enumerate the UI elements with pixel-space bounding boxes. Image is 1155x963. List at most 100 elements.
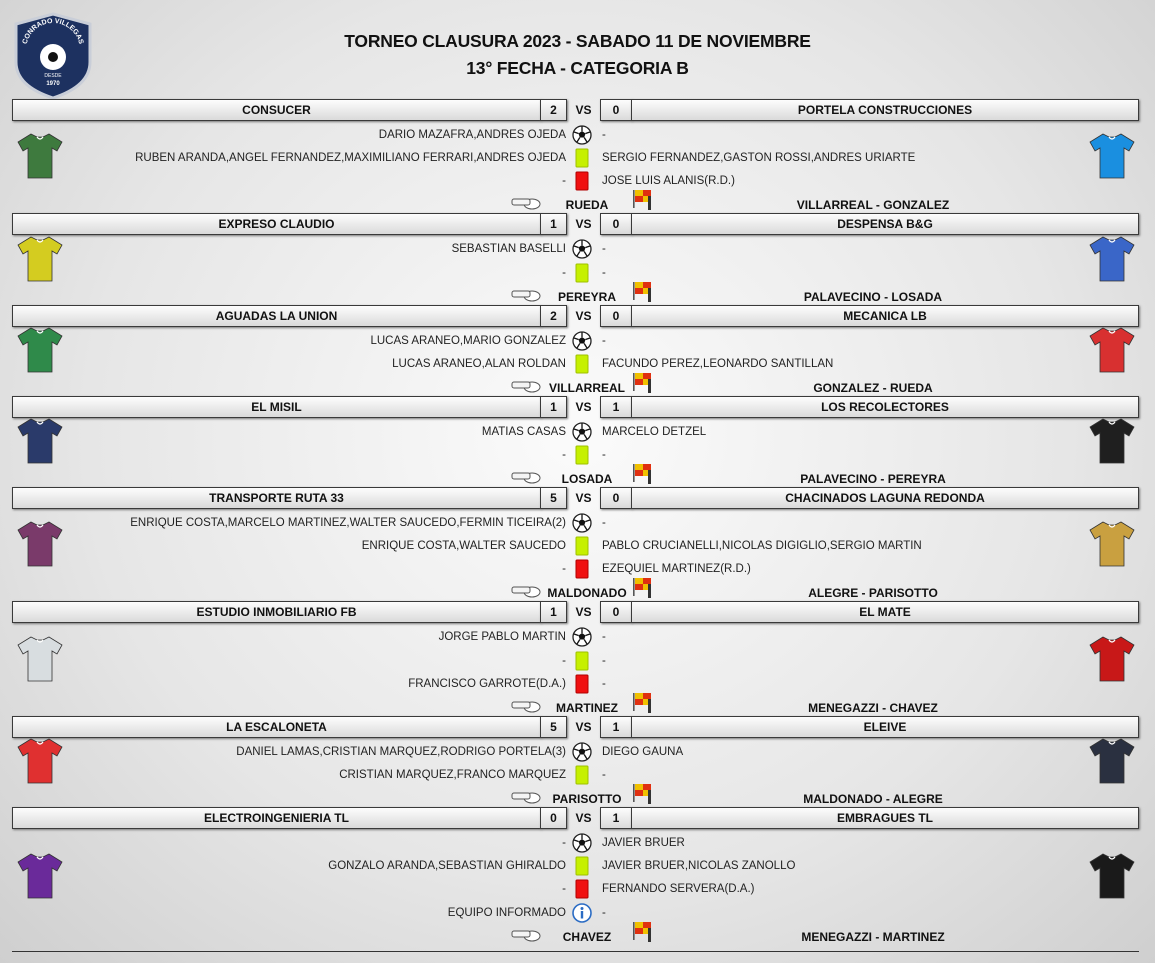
referee: RUEDA <box>565 198 609 213</box>
flag-b <box>643 464 651 470</box>
goals-away: DIEGO GAUNA <box>602 745 684 758</box>
page-subtitle: 13° FECHA - CATEGORIA B <box>466 58 689 78</box>
flag-pole <box>633 372 635 391</box>
yellow-cards-away: - <box>602 266 606 279</box>
red-cards-home: FRANCISCO GARROTE(D.A.) <box>408 677 566 690</box>
assistants: MENEGAZZI - CHAVEZ <box>808 700 938 715</box>
red-cards-away: EZEQUIEL MARTINEZ(R.D.) <box>602 563 751 576</box>
home-score: 1 <box>540 601 567 624</box>
shirt-collar <box>36 524 44 528</box>
flag-c <box>635 698 643 705</box>
flag-a <box>635 692 643 699</box>
shirt-body <box>17 133 63 179</box>
shirt-body <box>17 738 63 784</box>
flag-pole <box>633 692 635 711</box>
away-shirt <box>1089 521 1135 567</box>
yellow-card <box>575 651 589 671</box>
flag-hand <box>648 584 651 599</box>
away-team: CHACINADOS LAGUNA REDONDA <box>631 487 1139 509</box>
referee: PARISOTTO <box>552 792 622 806</box>
home-team: AGUADAS LA UNION <box>12 304 541 327</box>
yellow-cards-home: CRISTIAN MARQUEZ,FRANCO MARQUEZ <box>339 769 566 781</box>
home-team: TRANSPORTE RUTA 33 <box>12 487 541 509</box>
away-shirt <box>1089 327 1135 373</box>
away-team: EMBRAGUES TL <box>631 807 1139 829</box>
ball-seam <box>573 423 591 440</box>
whistle-mouth <box>511 198 531 206</box>
bottom-rule <box>12 951 1139 952</box>
yellow-cards-away: PABLO CRUCIANELLI,NICOLAS DIGIGLIO,SERGI… <box>602 540 922 553</box>
goals-home: SEBASTIAN BASELLI <box>451 243 566 256</box>
home-shirt <box>17 236 63 282</box>
whistle-mouth <box>511 472 531 480</box>
shirt-body <box>17 521 63 567</box>
away-score: 0 <box>600 99 632 121</box>
shirt-collar <box>36 239 44 243</box>
home-score: 1 <box>540 395 567 418</box>
red-cards-icon <box>575 559 589 579</box>
referee: PEREYRA <box>557 289 616 304</box>
away-score: 1 <box>600 395 632 418</box>
shirt-collar <box>1108 422 1116 425</box>
flag-icon <box>633 921 651 942</box>
goals-icon <box>572 422 592 442</box>
home-score: 2 <box>540 99 567 121</box>
shirt-body <box>1089 738 1135 784</box>
goals-away: MARCELO DETZEL <box>602 425 707 438</box>
goals-home: - <box>562 837 566 849</box>
whistle-mouth <box>511 586 531 594</box>
flag-a <box>635 281 643 288</box>
report-home: EQUIPO INFORMADO <box>447 906 566 919</box>
flag-c <box>635 927 643 934</box>
yellow-cards-icon <box>575 651 589 671</box>
home-shirt <box>17 418 63 464</box>
ball-seam <box>573 240 591 257</box>
yellow-cards-icon <box>575 445 589 465</box>
ball-seam <box>573 514 591 531</box>
away-score: 0 <box>600 213 632 236</box>
away-shirt <box>1089 133 1135 179</box>
assistants: GONZALEZ - RUEDA <box>813 380 933 395</box>
shirt-collar <box>36 639 44 643</box>
ball-seam <box>573 743 591 760</box>
red-cards-icon <box>575 879 589 899</box>
ball-seam <box>573 628 591 645</box>
logo-year: 1970 <box>46 81 60 87</box>
yellow-cards-icon <box>575 536 589 556</box>
away-team: LOS RECOLECTORES <box>631 395 1139 418</box>
home-team: EL MISIL <box>12 395 541 418</box>
yellow-card <box>575 856 589 876</box>
yellow-cards-icon <box>575 856 589 876</box>
red-cards-away: JOSE LUIS ALANIS(R.D.) <box>602 175 735 188</box>
yellow-cards-home: LUCAS ARANEO,ALAN ROLDAN <box>392 357 566 370</box>
ball-patch <box>578 839 586 846</box>
flag-a <box>635 372 643 379</box>
ball-seam <box>573 126 591 143</box>
flag-c <box>635 790 643 796</box>
referee: MALDONADO <box>547 586 627 601</box>
shirt-collar <box>1108 856 1116 860</box>
vs-label: VS <box>575 491 592 505</box>
flag-c <box>635 378 643 385</box>
flag-hand <box>648 927 651 942</box>
red-cards-home: - <box>562 563 566 576</box>
shirt-body <box>17 853 63 899</box>
goals-away: - <box>602 631 606 644</box>
away-team: ELEIVE <box>631 715 1139 738</box>
flag-pole <box>633 281 635 300</box>
home-shirt <box>17 521 63 567</box>
flag-icon <box>633 190 651 211</box>
assistants: ALEGRE - PARISOTTO <box>808 586 938 601</box>
shirt-body <box>1089 853 1135 899</box>
home-team: EXPRESO CLAUDIO <box>12 213 541 236</box>
away-score: 0 <box>600 487 632 509</box>
flag-b <box>643 190 651 197</box>
flag-d <box>643 927 651 934</box>
whistle-icon <box>511 586 541 598</box>
home-shirt <box>17 327 63 373</box>
yellow-cards-away: - <box>602 654 606 667</box>
whistle-icon <box>511 930 541 942</box>
whistle-mouth <box>511 930 531 938</box>
yellow-card <box>575 536 589 556</box>
home-score: 0 <box>540 807 567 829</box>
